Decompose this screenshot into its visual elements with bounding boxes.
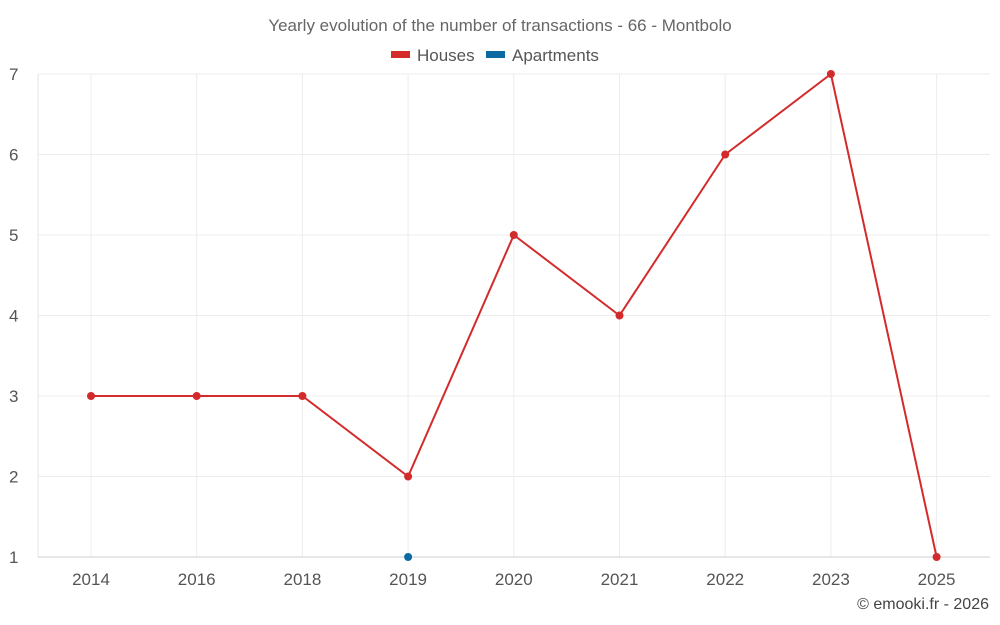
credit-text: © emooki.fr - 2026 [857,596,989,613]
grid [37,73,990,558]
x-tick-label: 2022 [706,570,744,589]
data-point-apartments[interactable] [404,553,413,561]
y-axis: 1 2 3 4 5 6 7 [9,65,18,567]
data-point-houses[interactable] [298,392,307,400]
x-axis: 2014 2016 2018 2019 2020 2021 2022 2023 2025 [72,570,955,589]
legend-label-houses[interactable]: Houses [417,46,475,65]
legend-swatch-houses[interactable] [391,51,410,58]
y-tick-label: 7 [9,65,18,84]
legend: Houses Apartments [391,46,599,65]
y-tick-label: 4 [9,307,18,326]
x-tick-label: 2018 [283,570,321,589]
y-tick-label: 1 [9,548,18,567]
x-tick-label: 2020 [495,570,533,589]
data-point-houses[interactable] [404,472,413,481]
x-tick-label: 2025 [918,570,956,589]
data-point-houses[interactable] [826,70,835,78]
series-layer [87,70,941,561]
data-point-houses[interactable] [721,150,730,159]
y-tick-label: 2 [9,468,18,487]
x-tick-label: 2019 [389,570,427,589]
data-point-houses[interactable] [192,392,201,400]
legend-label-apartments[interactable]: Apartments [512,46,599,65]
data-point-houses[interactable] [615,311,624,320]
x-tick-label: 2016 [178,570,216,589]
y-tick-label: 5 [9,226,18,245]
x-tick-label: 2021 [601,570,639,589]
x-tick-label: 2023 [812,570,850,589]
data-point-houses[interactable] [87,392,95,400]
data-point-houses[interactable] [932,553,941,561]
legend-swatch-apartments[interactable] [486,51,505,58]
x-tick-label: 2014 [72,570,110,589]
y-tick-label: 6 [9,146,18,165]
chart-title: Yearly evolution of the number of transa… [268,16,731,35]
data-point-houses[interactable] [509,231,518,239]
y-tick-label: 3 [9,387,18,406]
